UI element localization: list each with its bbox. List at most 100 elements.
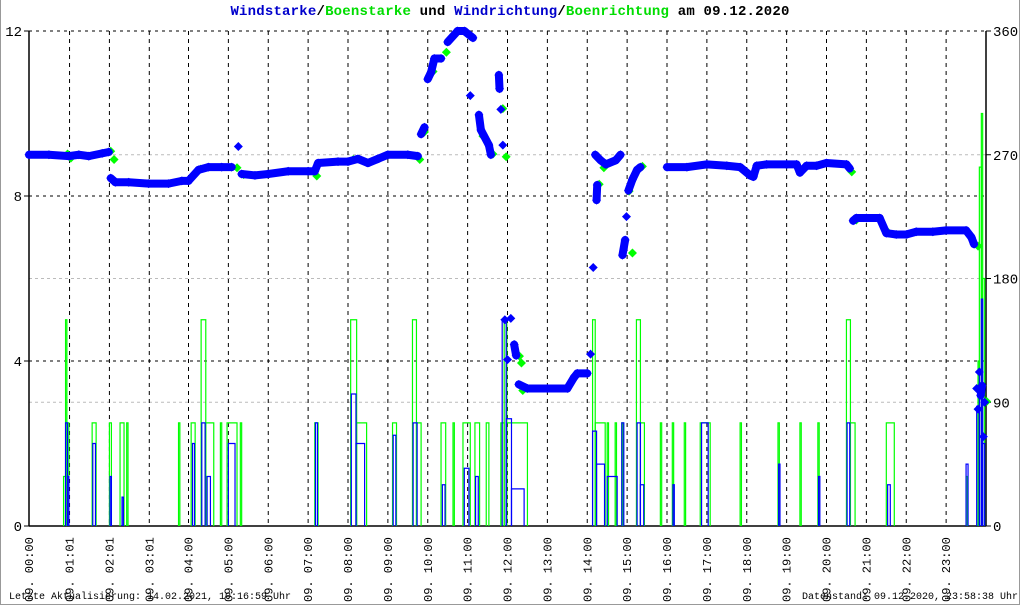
wind-direction-point bbox=[250, 170, 260, 180]
y-left-tick-label: 4 bbox=[14, 355, 22, 371]
wind-direction-point bbox=[978, 432, 988, 442]
wind-direction-point bbox=[383, 150, 393, 160]
wind-direction-point bbox=[237, 169, 247, 179]
wind-speed-bar bbox=[778, 463, 781, 526]
wind-speed-bar bbox=[980, 298, 984, 526]
x-tick-label: 09. 17:00 bbox=[701, 537, 715, 602]
y-right-tick-label: 90 bbox=[993, 396, 1010, 412]
wind-direction-point bbox=[217, 162, 227, 172]
wind-direction-point bbox=[861, 213, 871, 223]
x-tick-label: 09. 20:00 bbox=[821, 537, 835, 602]
wind-direction-point bbox=[184, 176, 193, 186]
wind-direction-point bbox=[403, 150, 413, 160]
wind-direction-point bbox=[500, 315, 510, 325]
x-tick-label: 09. 16:00 bbox=[661, 537, 675, 602]
wind-direction-point bbox=[110, 177, 120, 187]
y-left-tick-label: 8 bbox=[14, 190, 22, 206]
title-and: und bbox=[411, 4, 455, 20]
wind-speed-bar bbox=[109, 475, 113, 526]
wind-direction-point bbox=[590, 150, 600, 160]
wind-direction-point bbox=[795, 168, 805, 178]
y-right-tick-label: 0 bbox=[993, 520, 1001, 536]
wind-direction-point bbox=[620, 235, 630, 245]
wind-speed-bar bbox=[965, 463, 969, 526]
wind-direction-point bbox=[373, 154, 383, 164]
title-wind-dir: Windrichtung bbox=[454, 4, 558, 20]
wind-direction-point bbox=[203, 162, 213, 172]
wind-speed-bar bbox=[817, 475, 821, 526]
wind-direction-point bbox=[762, 159, 772, 169]
wind-speed-bar bbox=[621, 422, 625, 526]
wind-direction-point bbox=[484, 140, 494, 150]
gust-direction-point bbox=[441, 47, 451, 57]
gust-direction-point bbox=[516, 358, 526, 368]
gust-speed-bar bbox=[849, 422, 856, 526]
wind-speed-bar bbox=[392, 434, 397, 526]
wind-direction-point bbox=[423, 74, 433, 84]
wind-direction-point bbox=[562, 384, 572, 393]
gust-speed-bar bbox=[177, 422, 181, 526]
x-tick-label: 09. 01:01 bbox=[64, 537, 78, 602]
wind-direction-point bbox=[911, 227, 921, 237]
wind-direction-point bbox=[891, 230, 901, 239]
wind-speed-bar bbox=[441, 484, 446, 526]
gust-direction-point bbox=[501, 152, 511, 162]
wind-speed-bar bbox=[66, 475, 70, 526]
wind-speed-bar bbox=[672, 484, 675, 526]
wind-direction-point bbox=[227, 162, 237, 172]
wind-direction-point bbox=[845, 164, 855, 173]
wind-direction-point bbox=[662, 162, 672, 172]
wind-direction-point bbox=[503, 355, 512, 365]
x-tick-label: 09. 13:00 bbox=[541, 537, 555, 602]
wind-direction-point bbox=[592, 195, 602, 205]
wind-direction-point bbox=[494, 70, 504, 80]
wind-direction-point bbox=[901, 230, 911, 239]
wind-direction-point bbox=[498, 140, 508, 150]
last-update-text: Letzte Aktualisierung: 14.02.2021, 10:16… bbox=[9, 592, 292, 603]
wind-direction-point bbox=[928, 227, 938, 237]
wind-direction-point bbox=[474, 110, 484, 120]
wind-speed-bar bbox=[700, 422, 709, 526]
y-left-tick-label: 12 bbox=[5, 25, 22, 41]
wind-direction-point bbox=[486, 150, 496, 160]
wind-direction-point bbox=[514, 379, 524, 389]
x-tick-label: 09. 19:00 bbox=[781, 537, 795, 602]
x-tick-label: 09. 14:00 bbox=[581, 537, 595, 602]
wind-speed-bar bbox=[92, 442, 97, 526]
wind-speed-bar bbox=[350, 393, 357, 526]
wind-direction-point bbox=[465, 91, 475, 101]
wind-direction-point bbox=[495, 84, 505, 94]
wind-speed-bar bbox=[206, 475, 212, 526]
wind-speed-bar bbox=[606, 475, 618, 526]
wind-direction-point bbox=[509, 340, 519, 349]
gust-speed-bar bbox=[799, 422, 802, 526]
x-tick-label: 09. 22:00 bbox=[900, 537, 914, 602]
wind-direction-point bbox=[980, 397, 990, 407]
wind-direction-point bbox=[542, 384, 552, 393]
wind-speed-bar bbox=[636, 422, 642, 526]
wind-direction-point bbox=[333, 157, 343, 167]
wind-speed-bar bbox=[201, 422, 206, 526]
wind-speed-bar bbox=[121, 496, 124, 526]
gust-speed-bar bbox=[126, 422, 129, 526]
wind-direction-point bbox=[459, 26, 469, 36]
wind-direction-point bbox=[468, 33, 478, 43]
wind-direction-point bbox=[313, 158, 323, 168]
wind-direction-point bbox=[426, 67, 436, 77]
gust-speed-bar bbox=[683, 422, 687, 526]
x-tick-label: 09. 09:00 bbox=[382, 537, 396, 602]
x-tick-label: 09. 07:00 bbox=[302, 537, 316, 602]
gust-speed-bar bbox=[614, 422, 618, 526]
title-date: am 09.12.2020 bbox=[669, 4, 790, 20]
wind-direction-point bbox=[522, 384, 532, 393]
gust-speed-bar bbox=[594, 422, 606, 526]
wind-direction-point bbox=[623, 186, 633, 195]
gust-speed-bar bbox=[452, 422, 455, 526]
wind-direction-point bbox=[363, 158, 373, 168]
wind-direction-point bbox=[496, 104, 506, 114]
wind-speed-bar bbox=[510, 488, 525, 526]
y-left-tick-label: 0 bbox=[14, 520, 22, 536]
gust-speed-bar bbox=[440, 422, 447, 526]
wind-direction-point bbox=[572, 368, 582, 378]
y-right-tick-label: 360 bbox=[993, 25, 1018, 41]
